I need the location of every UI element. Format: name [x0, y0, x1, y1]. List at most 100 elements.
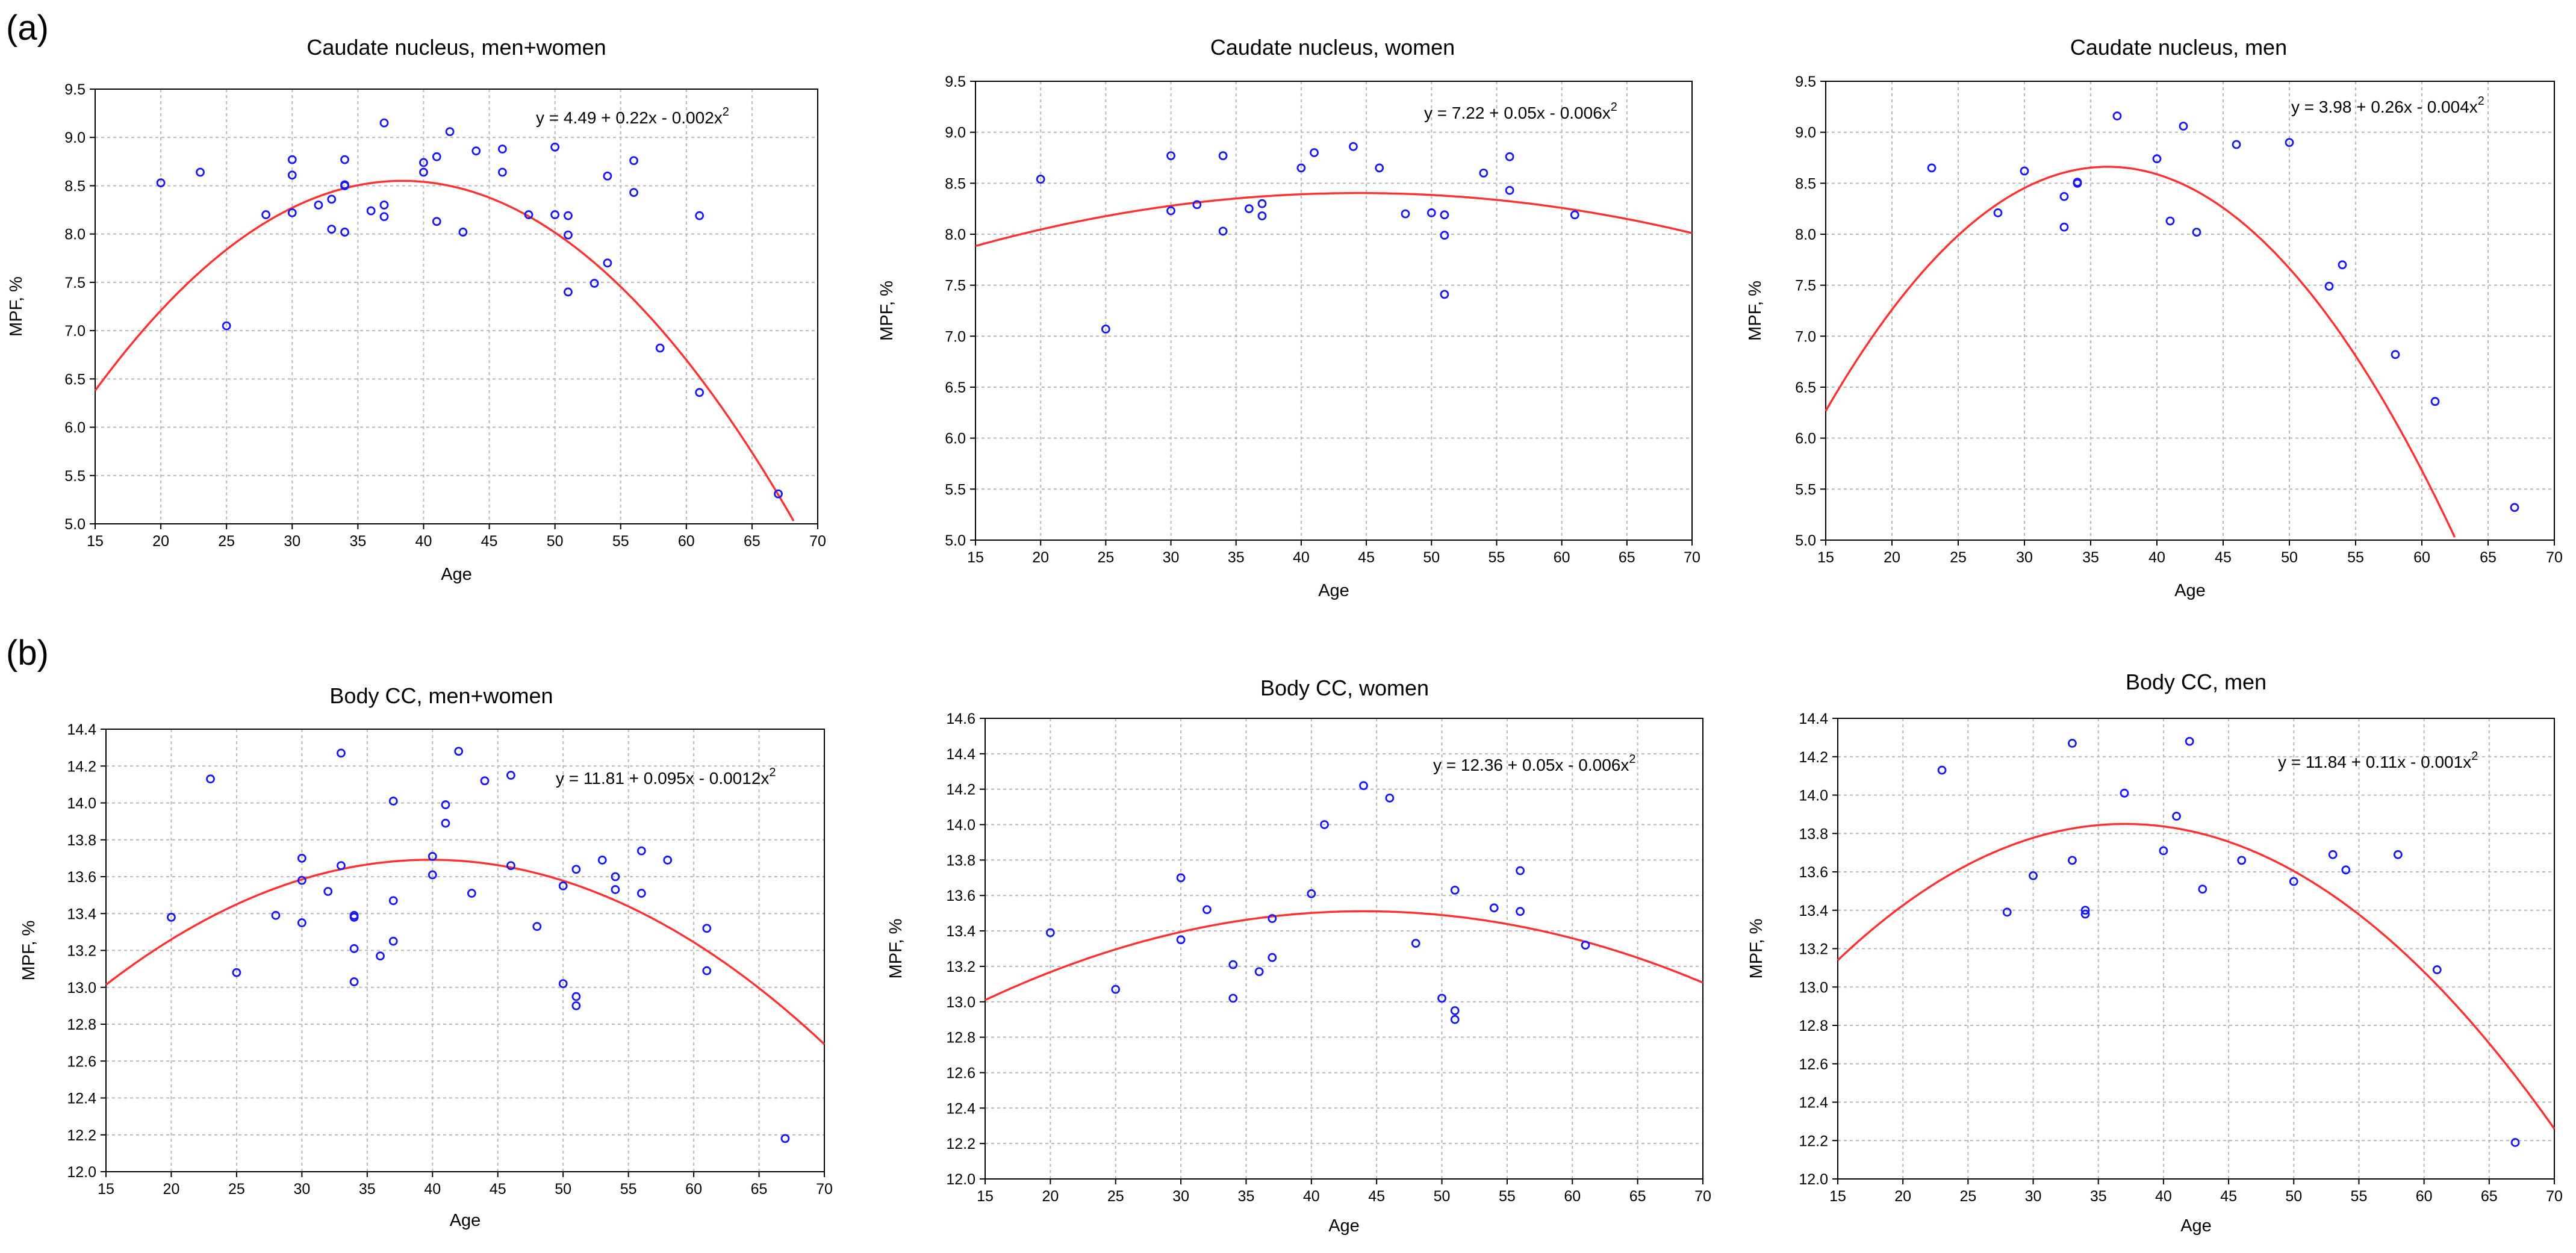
- y-tick-label: 7.5: [64, 275, 86, 291]
- y-tick-label: 13.4: [1799, 903, 1828, 919]
- y-tick-label: 12.4: [67, 1090, 96, 1107]
- data-point: [1192, 200, 1202, 210]
- y-tick-label: 13.2: [67, 943, 96, 960]
- x-tick-label: 15: [87, 533, 104, 550]
- data-point: [2341, 865, 2351, 875]
- data-point: [655, 343, 665, 353]
- data-point: [1320, 820, 1329, 829]
- data-point: [379, 201, 389, 210]
- x-tick-label: 15: [967, 549, 984, 566]
- y-tick-label: 14.2: [67, 758, 96, 775]
- data-point: [1218, 151, 1228, 161]
- data-point: [663, 856, 673, 865]
- x-tick-label: 20: [152, 533, 169, 550]
- y-tick-label: 14.4: [67, 721, 96, 738]
- plot-background: [1826, 81, 2554, 540]
- data-point: [222, 321, 231, 331]
- data-point: [1437, 993, 1446, 1003]
- y-tick-label: 9.0: [64, 129, 86, 146]
- data-point: [695, 211, 705, 220]
- data-point: [629, 188, 638, 197]
- data-point: [611, 885, 620, 894]
- data-point: [1993, 208, 2003, 217]
- data-point: [287, 208, 297, 217]
- data-point: [2002, 907, 2012, 917]
- data-point: [379, 212, 389, 222]
- y-tick-label: 12.2: [1799, 1133, 1828, 1149]
- y-tick-label: 12.6: [1799, 1056, 1828, 1073]
- x-tick-label: 35: [349, 533, 366, 550]
- plot-background: [975, 81, 1692, 540]
- chart-title: Body CC, men: [2126, 670, 2266, 694]
- data-point: [497, 145, 507, 154]
- data-point: [428, 870, 437, 880]
- x-tick-label: 65: [1629, 1188, 1646, 1205]
- y-tick-label: 5.5: [64, 468, 86, 485]
- fit-equation-body: y = 12.36 + 0.05x - 0.006x: [1433, 756, 1629, 774]
- data-point: [702, 924, 712, 933]
- y-tick-label: 13.0: [67, 980, 96, 996]
- data-point: [564, 230, 573, 240]
- x-tick-label: 45: [481, 533, 498, 550]
- data-point: [2080, 906, 2090, 915]
- y-tick-label: 14.2: [1799, 749, 1828, 766]
- data-point: [445, 127, 455, 136]
- data-point: [597, 856, 607, 865]
- x-tick-label: 15: [1817, 549, 1834, 566]
- data-point: [1310, 148, 1319, 157]
- data-point: [2232, 140, 2241, 149]
- data-point: [695, 388, 705, 397]
- plot-frame: [975, 81, 1693, 541]
- data-point: [558, 979, 568, 989]
- y-tick-label: 9.5: [945, 73, 966, 90]
- x-tick-label: 50: [2285, 1188, 2302, 1205]
- data-point: [340, 181, 349, 190]
- data-point: [1450, 1006, 1460, 1015]
- fit-equation-exponent: 2: [769, 766, 776, 779]
- data-point: [1516, 907, 1525, 916]
- data-point: [603, 258, 612, 268]
- x-tick-label: 50: [2281, 549, 2298, 566]
- x-tick-label: 25: [1097, 549, 1114, 566]
- data-point: [2165, 216, 2175, 226]
- data-point: [1202, 905, 1212, 915]
- data-point: [232, 968, 241, 977]
- x-tick-label: 30: [2016, 549, 2033, 566]
- chart-body-cc-women: 15 20 25 30 35 40 45 50 55 60 65 70 12.0 12.2 12.4 12.6…: [886, 676, 1711, 1236]
- y-axis-label: MPF, %: [1747, 919, 1766, 979]
- data-point: [774, 489, 783, 499]
- data-point: [349, 912, 359, 922]
- data-point: [603, 171, 612, 181]
- fit-equation-exponent: 2: [1629, 753, 1635, 766]
- fit-equation-body: y = 11.81 + 0.095x - 0.0012x: [556, 769, 769, 788]
- fit-equation: y = 3.98 + 0.26x - 0.004x2: [2291, 95, 2484, 116]
- x-tick-label: 30: [293, 1181, 310, 1198]
- data-point: [636, 889, 646, 898]
- data-point: [2198, 885, 2207, 894]
- data-point: [1479, 168, 1489, 178]
- x-tick-label: 45: [1368, 1188, 1385, 1205]
- data-point: [550, 210, 560, 219]
- data-point: [2324, 281, 2334, 291]
- data-point: [1489, 903, 1499, 913]
- data-point: [1218, 226, 1228, 236]
- plot-frame: [1825, 81, 2555, 541]
- y-tick-label: 8.5: [945, 175, 966, 192]
- y-axis-label: MPF, %: [877, 281, 897, 341]
- data-point: [1176, 935, 1186, 945]
- data-point: [550, 142, 560, 152]
- x-tick-label: 70: [1684, 549, 1700, 566]
- x-tick-label: 55: [1499, 1188, 1516, 1205]
- chart-body-cc-men: 15 20 25 30 35 40 45 50 55 60 65 70 12.0 12.2 12.4 12.6…: [1747, 670, 2563, 1236]
- x-tick-label: 40: [1293, 549, 1310, 566]
- data-point: [1349, 141, 1358, 151]
- fit-equation-body: y = 7.22 + 0.05x - 0.006x: [1424, 104, 1611, 122]
- x-tick-label: 20: [1894, 1188, 1911, 1205]
- x-tick-label: 20: [1042, 1188, 1059, 1205]
- y-axis-label: MPF, %: [1746, 281, 1765, 341]
- y-tick-label: 8.5: [64, 178, 86, 194]
- y-tick-label: 5.0: [945, 532, 966, 549]
- data-point: [1505, 185, 1514, 195]
- fit-curve: [105, 859, 826, 1045]
- x-axis-label: Age: [450, 1211, 481, 1230]
